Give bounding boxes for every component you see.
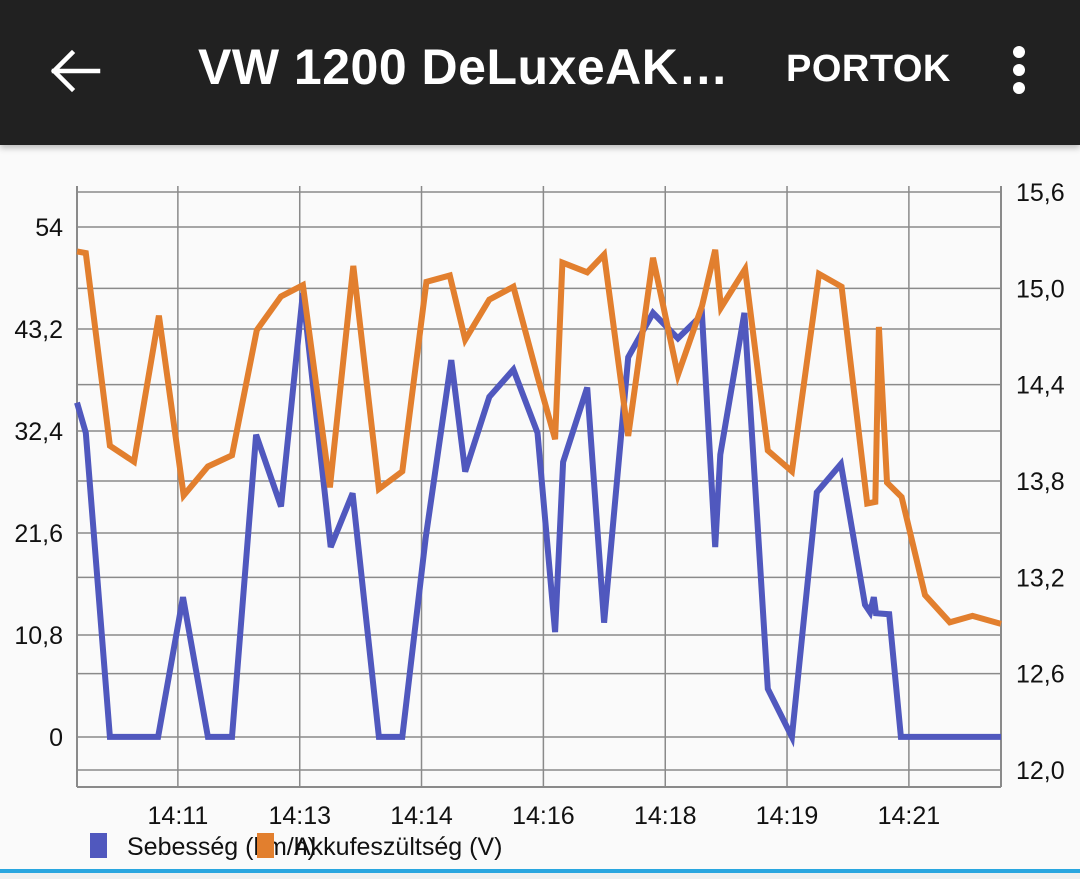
right-axis-tick-label: 13,2	[1016, 564, 1065, 592]
x-axis-tick-label: 14:13	[268, 802, 331, 830]
left-axis-tick-label: 54	[35, 214, 63, 242]
series-line-speed	[74, 292, 1001, 748]
arrow-left-icon	[50, 49, 101, 93]
more-options-button[interactable]	[1004, 44, 1034, 94]
left-axis-tick-label: 43,2	[14, 316, 63, 344]
x-axis-tick-label: 14:14	[390, 802, 453, 830]
right-axis-tick-label: 15,6	[1016, 179, 1065, 207]
left-axis-tick-label: 0	[49, 724, 63, 752]
x-axis-tick-label: 14:21	[878, 802, 941, 830]
right-axis-tick-label: 14,4	[1016, 372, 1065, 400]
left-axis-tick-label: 21,6	[14, 520, 63, 548]
left-axis-tick-label: 10,8	[14, 622, 63, 650]
legend-label: Sebesség (km/h)	[127, 833, 316, 861]
x-axis-tick-label: 14:18	[634, 802, 697, 830]
x-axis-tick-label: 14:19	[756, 802, 819, 830]
legend-swatch-voltage	[257, 833, 274, 858]
ports-button[interactable]: PORTOK	[786, 48, 951, 90]
more-vert-icon	[1004, 46, 1034, 94]
bottom-accent-line	[0, 869, 1080, 873]
app-bar: VW 1200 DeLuxeAK… PORTOK	[0, 0, 1080, 145]
x-axis-tick-label: 14:11	[148, 802, 209, 830]
left-axis-tick-label: 32,4	[14, 418, 63, 446]
bottom-bar	[0, 873, 1080, 879]
back-button[interactable]	[50, 44, 104, 98]
right-axis-tick-label: 13,8	[1016, 468, 1065, 496]
x-axis-tick-label: 14:16	[512, 802, 575, 830]
right-axis-tick-label: 12,0	[1016, 757, 1065, 785]
right-axis-tick-label: 12,6	[1016, 661, 1065, 689]
legend-label: Akkufeszültség (V)	[294, 833, 502, 861]
legend-swatch-speed	[90, 833, 107, 858]
page-title: VW 1200 DeLuxeAK…	[198, 39, 729, 95]
right-axis-tick-label: 15,0	[1016, 275, 1065, 303]
